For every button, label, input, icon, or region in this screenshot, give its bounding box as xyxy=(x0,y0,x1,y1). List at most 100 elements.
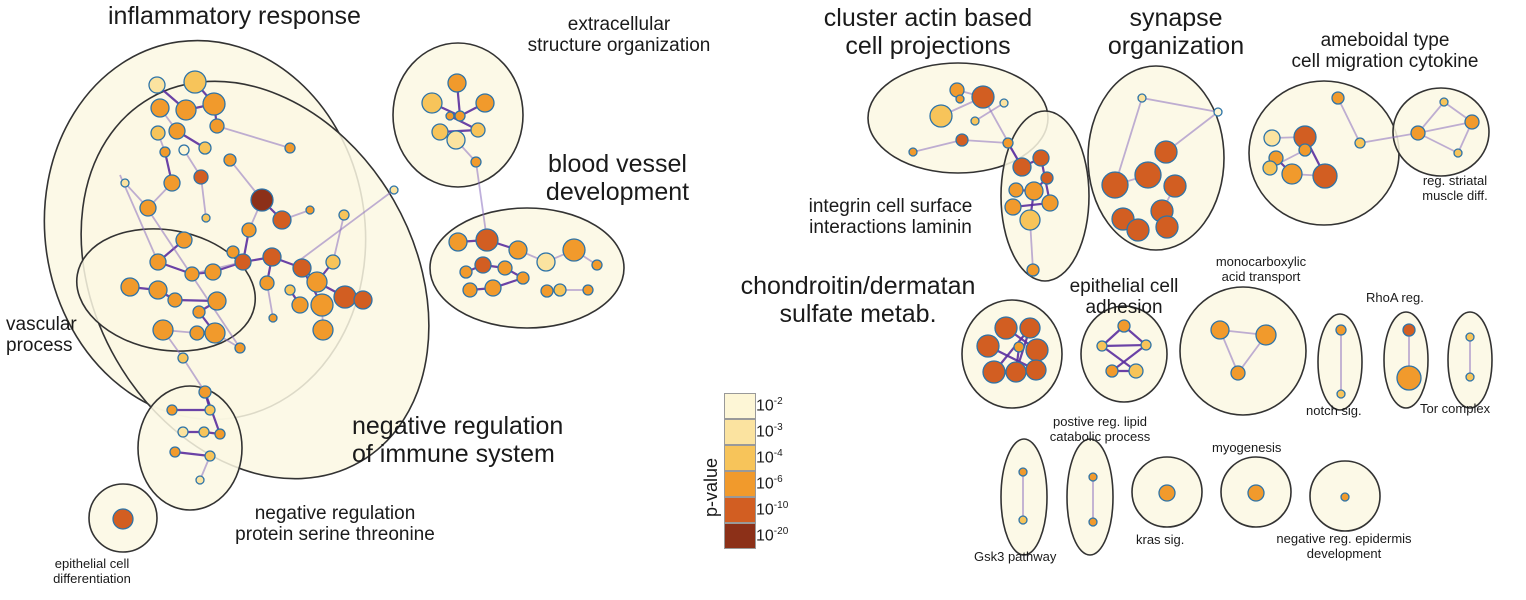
network-node xyxy=(1299,144,1311,156)
label-epithelial-diff: epithelial cell differentiation xyxy=(34,557,150,586)
network-node xyxy=(476,229,498,251)
network-node xyxy=(1155,141,1177,163)
network-node xyxy=(1102,172,1128,198)
network-node xyxy=(1332,92,1344,104)
network-node xyxy=(313,320,333,340)
network-node xyxy=(151,99,169,117)
network-node xyxy=(1135,162,1161,188)
network-node xyxy=(1263,161,1277,175)
network-node xyxy=(390,186,398,194)
network-node xyxy=(260,276,274,290)
network-node xyxy=(1019,516,1027,524)
legend-label: 10-3 xyxy=(756,422,783,441)
network-node xyxy=(149,281,167,299)
network-node xyxy=(1440,98,1448,106)
network-node xyxy=(190,326,204,340)
network-node xyxy=(1159,485,1175,501)
network-node xyxy=(1466,333,1474,341)
label-tor: Tor complex xyxy=(1420,402,1490,417)
network-node xyxy=(251,189,273,211)
network-node xyxy=(983,361,1005,383)
network-node xyxy=(995,317,1017,339)
network-node xyxy=(1164,175,1186,197)
network-node xyxy=(307,272,327,292)
network-node xyxy=(242,223,256,237)
text: synapse organization xyxy=(1108,4,1244,60)
network-node xyxy=(537,253,555,271)
network-node xyxy=(956,95,964,103)
label-lipid: postive reg. lipid catabolic process xyxy=(1030,415,1170,444)
network-node xyxy=(1411,126,1425,140)
network-node xyxy=(471,157,481,167)
network-node xyxy=(509,241,527,259)
network-node xyxy=(205,323,225,343)
text: negative reg. epidermis development xyxy=(1276,531,1411,561)
text: ameboidal type cell migration cytokine xyxy=(1292,30,1479,72)
label-cluster-actin: cluster actin based cell projections xyxy=(813,4,1043,60)
network-node xyxy=(455,111,465,121)
label-kras: kras sig. xyxy=(1136,533,1184,548)
network-node xyxy=(1141,340,1151,350)
network-node xyxy=(1013,158,1031,176)
network-node xyxy=(475,257,491,273)
network-node xyxy=(210,119,224,133)
network-node xyxy=(463,283,477,297)
text: epithelial cell differentiation xyxy=(53,556,131,586)
label-synapse: synapse organization xyxy=(1098,4,1254,60)
cluster-boundary xyxy=(138,386,242,510)
network-node xyxy=(113,509,133,529)
network-node xyxy=(140,200,156,216)
label-integrin: integrin cell surface interactions lamin… xyxy=(788,196,993,239)
network-node xyxy=(1042,195,1058,211)
label-negative-immune: negative regulation of immune system xyxy=(352,412,604,468)
cluster-boundary xyxy=(1001,439,1047,555)
text: integrin cell surface interactions lamin… xyxy=(809,196,973,238)
network-node xyxy=(273,211,291,229)
network-node xyxy=(1019,468,1027,476)
network-node xyxy=(293,259,311,277)
label-epidermis: negative reg. epidermis development xyxy=(1256,532,1432,561)
network-node xyxy=(1138,94,1146,102)
network-node xyxy=(1020,210,1040,230)
network-node xyxy=(1041,172,1053,184)
network-node xyxy=(339,210,349,220)
network-node xyxy=(205,405,215,415)
network-node xyxy=(205,451,215,461)
label-ameboidal: ameboidal type cell migration cytokine xyxy=(1280,30,1490,73)
network-node xyxy=(1027,264,1039,276)
network-node xyxy=(150,254,166,270)
text: monocarboxylic acid transport xyxy=(1216,254,1306,284)
network-node xyxy=(1454,149,1462,157)
network-node xyxy=(448,74,466,92)
network-node xyxy=(446,112,454,120)
network-node xyxy=(909,148,917,156)
network-node xyxy=(498,261,512,275)
network-node xyxy=(1014,342,1024,352)
network-node xyxy=(199,142,211,154)
network-node xyxy=(199,386,211,398)
network-node xyxy=(1355,138,1365,148)
network-node xyxy=(1106,365,1118,377)
network-node xyxy=(541,285,553,297)
cluster-boundary xyxy=(1088,66,1224,250)
text: reg. striatal muscle diff. xyxy=(1422,173,1488,203)
text: chondroitin/dermatan sulfate metab. xyxy=(741,272,976,328)
label-chondroitin: chondroitin/dermatan sulfate metab. xyxy=(736,272,980,328)
network-node xyxy=(1313,164,1337,188)
network-node xyxy=(563,239,585,261)
network-node xyxy=(1026,339,1048,361)
network-node xyxy=(326,255,340,269)
text: cluster actin based cell projections xyxy=(824,4,1032,60)
network-node xyxy=(977,335,999,357)
network-node xyxy=(447,131,465,149)
network-node xyxy=(1000,99,1008,107)
label-rhoa: RhoA reg. xyxy=(1366,291,1424,306)
network-node xyxy=(215,429,225,439)
network-node xyxy=(196,476,204,484)
network-node xyxy=(205,264,221,280)
legend-swatch xyxy=(724,471,756,497)
network-node xyxy=(1341,493,1349,501)
network-node xyxy=(471,123,485,137)
pvalue-legend: p-value 10-2 10-3 10-4 10-6 10-10 10-20 xyxy=(716,393,826,563)
network-node xyxy=(583,285,593,295)
